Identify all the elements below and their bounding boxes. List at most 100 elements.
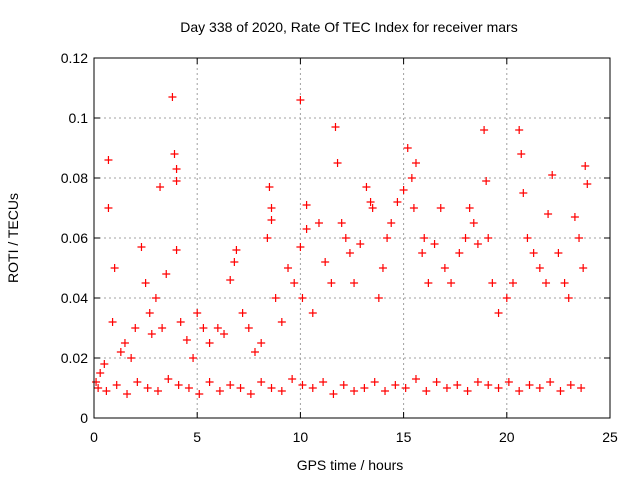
x-tick-label: 10 bbox=[293, 429, 309, 445]
points-layer bbox=[92, 93, 592, 398]
data-point bbox=[432, 378, 441, 386]
data-point bbox=[465, 204, 474, 212]
data-point bbox=[108, 318, 117, 326]
data-point bbox=[579, 264, 588, 272]
y-axis-label: ROTI / TECUs bbox=[5, 193, 21, 283]
data-point bbox=[453, 381, 462, 389]
data-point bbox=[535, 264, 544, 272]
data-point bbox=[424, 279, 433, 287]
data-point bbox=[143, 384, 152, 392]
data-point bbox=[277, 387, 286, 395]
y-tick-label: 0.04 bbox=[61, 290, 88, 306]
data-point bbox=[112, 381, 121, 389]
data-point bbox=[100, 360, 109, 368]
data-point bbox=[554, 249, 563, 257]
data-point bbox=[137, 243, 146, 251]
data-point bbox=[263, 234, 272, 242]
data-point bbox=[383, 234, 392, 242]
data-point bbox=[205, 339, 214, 347]
data-point bbox=[308, 309, 317, 317]
data-point bbox=[411, 375, 420, 383]
data-point bbox=[162, 270, 171, 278]
data-point bbox=[127, 354, 136, 362]
data-point bbox=[566, 381, 575, 389]
data-point bbox=[535, 384, 544, 392]
data-point bbox=[575, 234, 584, 242]
data-point bbox=[250, 348, 259, 356]
data-point bbox=[436, 204, 445, 212]
data-point bbox=[271, 294, 280, 302]
data-point bbox=[296, 96, 305, 104]
data-point bbox=[244, 324, 253, 332]
data-point bbox=[104, 156, 113, 164]
data-point bbox=[581, 162, 590, 170]
data-point bbox=[440, 264, 449, 272]
data-point bbox=[267, 204, 276, 212]
data-point bbox=[158, 324, 167, 332]
data-point bbox=[168, 93, 177, 101]
data-point bbox=[341, 234, 350, 242]
data-point bbox=[133, 378, 142, 386]
data-point bbox=[515, 387, 524, 395]
data-point bbox=[319, 378, 328, 386]
data-point bbox=[110, 264, 119, 272]
data-point bbox=[564, 294, 573, 302]
data-point bbox=[327, 279, 336, 287]
data-point bbox=[461, 234, 470, 242]
data-point bbox=[502, 294, 511, 302]
y-tick-label: 0 bbox=[80, 410, 88, 426]
x-tick-label: 0 bbox=[90, 429, 98, 445]
data-point bbox=[172, 165, 181, 173]
x-tick-label: 5 bbox=[193, 429, 201, 445]
data-point bbox=[504, 378, 513, 386]
x-tick-label: 25 bbox=[602, 429, 618, 445]
data-point bbox=[368, 204, 377, 212]
data-point bbox=[360, 384, 369, 392]
data-point bbox=[378, 264, 387, 272]
x-tick-label: 20 bbox=[499, 429, 515, 445]
data-point bbox=[116, 348, 125, 356]
data-point bbox=[96, 369, 105, 377]
data-point bbox=[172, 246, 181, 254]
data-point bbox=[308, 384, 317, 392]
data-point bbox=[104, 204, 113, 212]
data-point bbox=[519, 189, 528, 197]
data-point bbox=[265, 183, 274, 191]
data-point bbox=[189, 354, 198, 362]
data-point bbox=[238, 309, 247, 317]
x-tick-label: 15 bbox=[396, 429, 412, 445]
y-tick-label: 0.08 bbox=[61, 170, 88, 186]
data-point bbox=[257, 339, 266, 347]
data-point bbox=[176, 318, 185, 326]
data-point bbox=[339, 381, 348, 389]
data-point bbox=[296, 243, 305, 251]
data-point bbox=[257, 378, 266, 386]
data-point bbox=[232, 246, 241, 254]
data-point bbox=[92, 378, 101, 386]
data-point bbox=[403, 144, 412, 152]
data-point bbox=[374, 294, 383, 302]
ticks-layer: 0 5 10 15 20 25 0 0.02 0.04 0.06 0.08 0.1 0.12 bbox=[61, 50, 618, 445]
data-point bbox=[226, 381, 235, 389]
data-point bbox=[447, 279, 456, 287]
data-point bbox=[141, 279, 150, 287]
data-point bbox=[430, 240, 439, 248]
data-point bbox=[473, 378, 482, 386]
data-point bbox=[480, 126, 489, 134]
data-point bbox=[151, 294, 160, 302]
data-point bbox=[123, 390, 132, 398]
data-point bbox=[195, 390, 204, 398]
data-point bbox=[409, 204, 418, 212]
data-point bbox=[267, 216, 276, 224]
data-point bbox=[544, 210, 553, 218]
data-point bbox=[302, 201, 311, 209]
data-point bbox=[366, 198, 375, 206]
data-point bbox=[418, 249, 427, 257]
data-point bbox=[442, 384, 451, 392]
data-point bbox=[267, 384, 276, 392]
data-point bbox=[298, 294, 307, 302]
data-point bbox=[184, 384, 193, 392]
data-point bbox=[193, 309, 202, 317]
data-point bbox=[314, 219, 323, 227]
